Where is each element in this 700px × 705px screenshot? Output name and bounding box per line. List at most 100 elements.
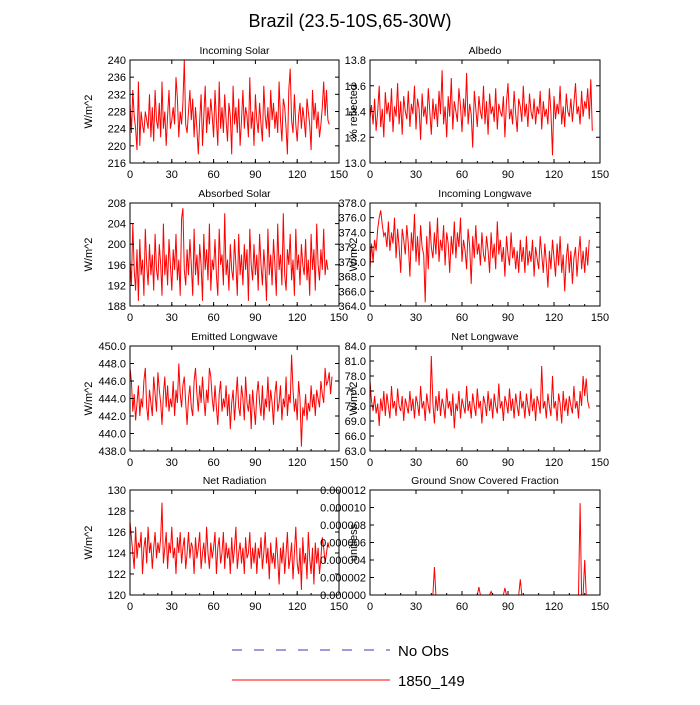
y-tick-label: 69.0	[345, 416, 366, 428]
y-tick-label: 0.000008	[320, 520, 366, 532]
y-tick-label: 0.000010	[320, 503, 366, 515]
y-tick-label: 200	[108, 239, 126, 251]
x-tick-label: 150	[330, 169, 348, 181]
x-tick-label: 30	[166, 312, 178, 324]
panel-title: Incoming Longwave	[438, 188, 532, 200]
y-tick-label: 0.000012	[320, 485, 366, 497]
y-tick-label: 84.0	[345, 341, 366, 353]
y-tick-label: 364.0	[338, 301, 366, 313]
plot-frame	[129, 345, 340, 452]
series-line	[129, 59, 330, 155]
x-tick-label: 60	[456, 601, 468, 613]
x-tick-label: 120	[288, 169, 306, 181]
x-tick-label: 60	[207, 169, 219, 181]
y-tick-label: 81.0	[345, 356, 366, 368]
x-tick-label: 30	[410, 601, 422, 613]
panel-title: Incoming Solar	[199, 45, 270, 57]
panel-8: Ground Snow Covered Fraction 0 30 60 90 120 15…	[320, 475, 609, 613]
x-tick-label: 120	[288, 457, 306, 469]
y-tick-label: 204	[108, 219, 126, 231]
y-axis-label: unitless	[348, 523, 360, 561]
x-tick-label: 0	[127, 169, 133, 181]
y-tick-label: 0.000004	[320, 555, 366, 567]
x-tick-label: 0	[127, 601, 133, 613]
x-tick-label: 60	[207, 601, 219, 613]
y-tick-label: 208	[108, 198, 126, 210]
panel-2: Albedo 0 30 60 90 120 150 13.0 13.2 13.4 13.6 13.8%…	[345, 45, 610, 181]
x-tick-label: 60	[207, 457, 219, 469]
y-tick-label: 378.0	[338, 198, 366, 210]
x-tick-label: 120	[288, 601, 306, 613]
y-tick-label: 376.0	[338, 213, 366, 225]
y-axis-label: W/m^2	[83, 526, 95, 560]
x-tick-label: 30	[410, 312, 422, 324]
x-tick-label: 150	[330, 312, 348, 324]
series-line	[370, 503, 588, 596]
plot-frame	[369, 202, 601, 307]
series-line	[369, 70, 593, 156]
x-tick-label: 60	[207, 312, 219, 324]
y-tick-label: 72.0	[345, 401, 366, 413]
x-tick-label: 60	[456, 457, 468, 469]
y-tick-label: 232	[108, 89, 126, 101]
y-tick-label: 192	[108, 280, 126, 292]
y-tick-label: 13.0	[345, 158, 366, 170]
x-tick-label: 90	[502, 312, 514, 324]
panels: Incoming Solar 0 30 60 90 120 150 216 220 224 228 2…	[83, 45, 609, 613]
x-tick-label: 30	[166, 457, 178, 469]
y-tick-label: 0.000000	[320, 590, 366, 602]
y-tick-label: 128	[108, 506, 126, 518]
plot-frame	[369, 489, 601, 596]
x-tick-label: 150	[591, 601, 609, 613]
x-tick-label: 120	[545, 169, 563, 181]
y-tick-label: 374.0	[338, 227, 366, 239]
y-axis-label: W/m^2	[83, 95, 95, 129]
y-tick-label: 188	[108, 301, 126, 313]
x-tick-label: 150	[330, 457, 348, 469]
y-tick-label: 13.2	[345, 132, 366, 144]
x-tick-label: 60	[456, 312, 468, 324]
plot-frame	[129, 489, 340, 596]
legend-label: 1850_149	[398, 673, 465, 690]
y-tick-label: 122	[108, 569, 126, 581]
panel-title: Albedo	[469, 45, 502, 57]
y-tick-label: 220	[108, 141, 126, 153]
x-tick-label: 60	[456, 169, 468, 181]
legend: No Obs 1850_149	[232, 643, 465, 690]
y-tick-label: 448.0	[98, 359, 126, 371]
panel-1: Incoming Solar 0 30 60 90 120 150 216 220 224 228 2…	[83, 45, 348, 181]
x-tick-label: 90	[249, 601, 261, 613]
x-tick-label: 90	[249, 312, 261, 324]
y-tick-label: 438.0	[98, 446, 126, 458]
y-tick-label: 366.0	[338, 286, 366, 298]
series-line	[129, 502, 330, 590]
panel-title: Emitted Longwave	[191, 331, 278, 343]
y-axis-label: W/m^2	[83, 382, 95, 416]
y-tick-label: 370.0	[338, 257, 366, 269]
y-tick-label: 444.0	[98, 394, 126, 406]
x-tick-label: 0	[367, 169, 373, 181]
legend-label: No Obs	[398, 643, 449, 660]
y-axis-label: % reflected	[348, 84, 360, 139]
y-tick-label: 0.000006	[320, 538, 366, 550]
x-tick-label: 120	[545, 457, 563, 469]
x-tick-label: 90	[502, 601, 514, 613]
y-tick-label: 78.0	[345, 371, 366, 383]
y-tick-label: 228	[108, 107, 126, 119]
x-tick-label: 30	[166, 601, 178, 613]
y-tick-label: 66.0	[345, 431, 366, 443]
x-tick-label: 30	[410, 169, 422, 181]
x-tick-label: 0	[367, 601, 373, 613]
x-tick-label: 90	[502, 169, 514, 181]
panel-5: Emitted Longwave 0 30 60 90 120 150 438.0 440.0 4…	[83, 331, 348, 469]
x-tick-label: 90	[249, 169, 261, 181]
y-tick-label: 442.0	[98, 411, 126, 423]
series-line	[369, 210, 590, 303]
x-tick-label: 150	[591, 169, 609, 181]
y-tick-label: 446.0	[98, 376, 126, 388]
x-tick-label: 0	[127, 312, 133, 324]
panel-title: Absorbed Solar	[198, 188, 271, 200]
x-tick-label: 30	[410, 457, 422, 469]
panel-7: Net Radiation 0 30 60 90 120 150 120 122 124 126 12…	[83, 475, 348, 613]
series-line	[129, 354, 333, 447]
